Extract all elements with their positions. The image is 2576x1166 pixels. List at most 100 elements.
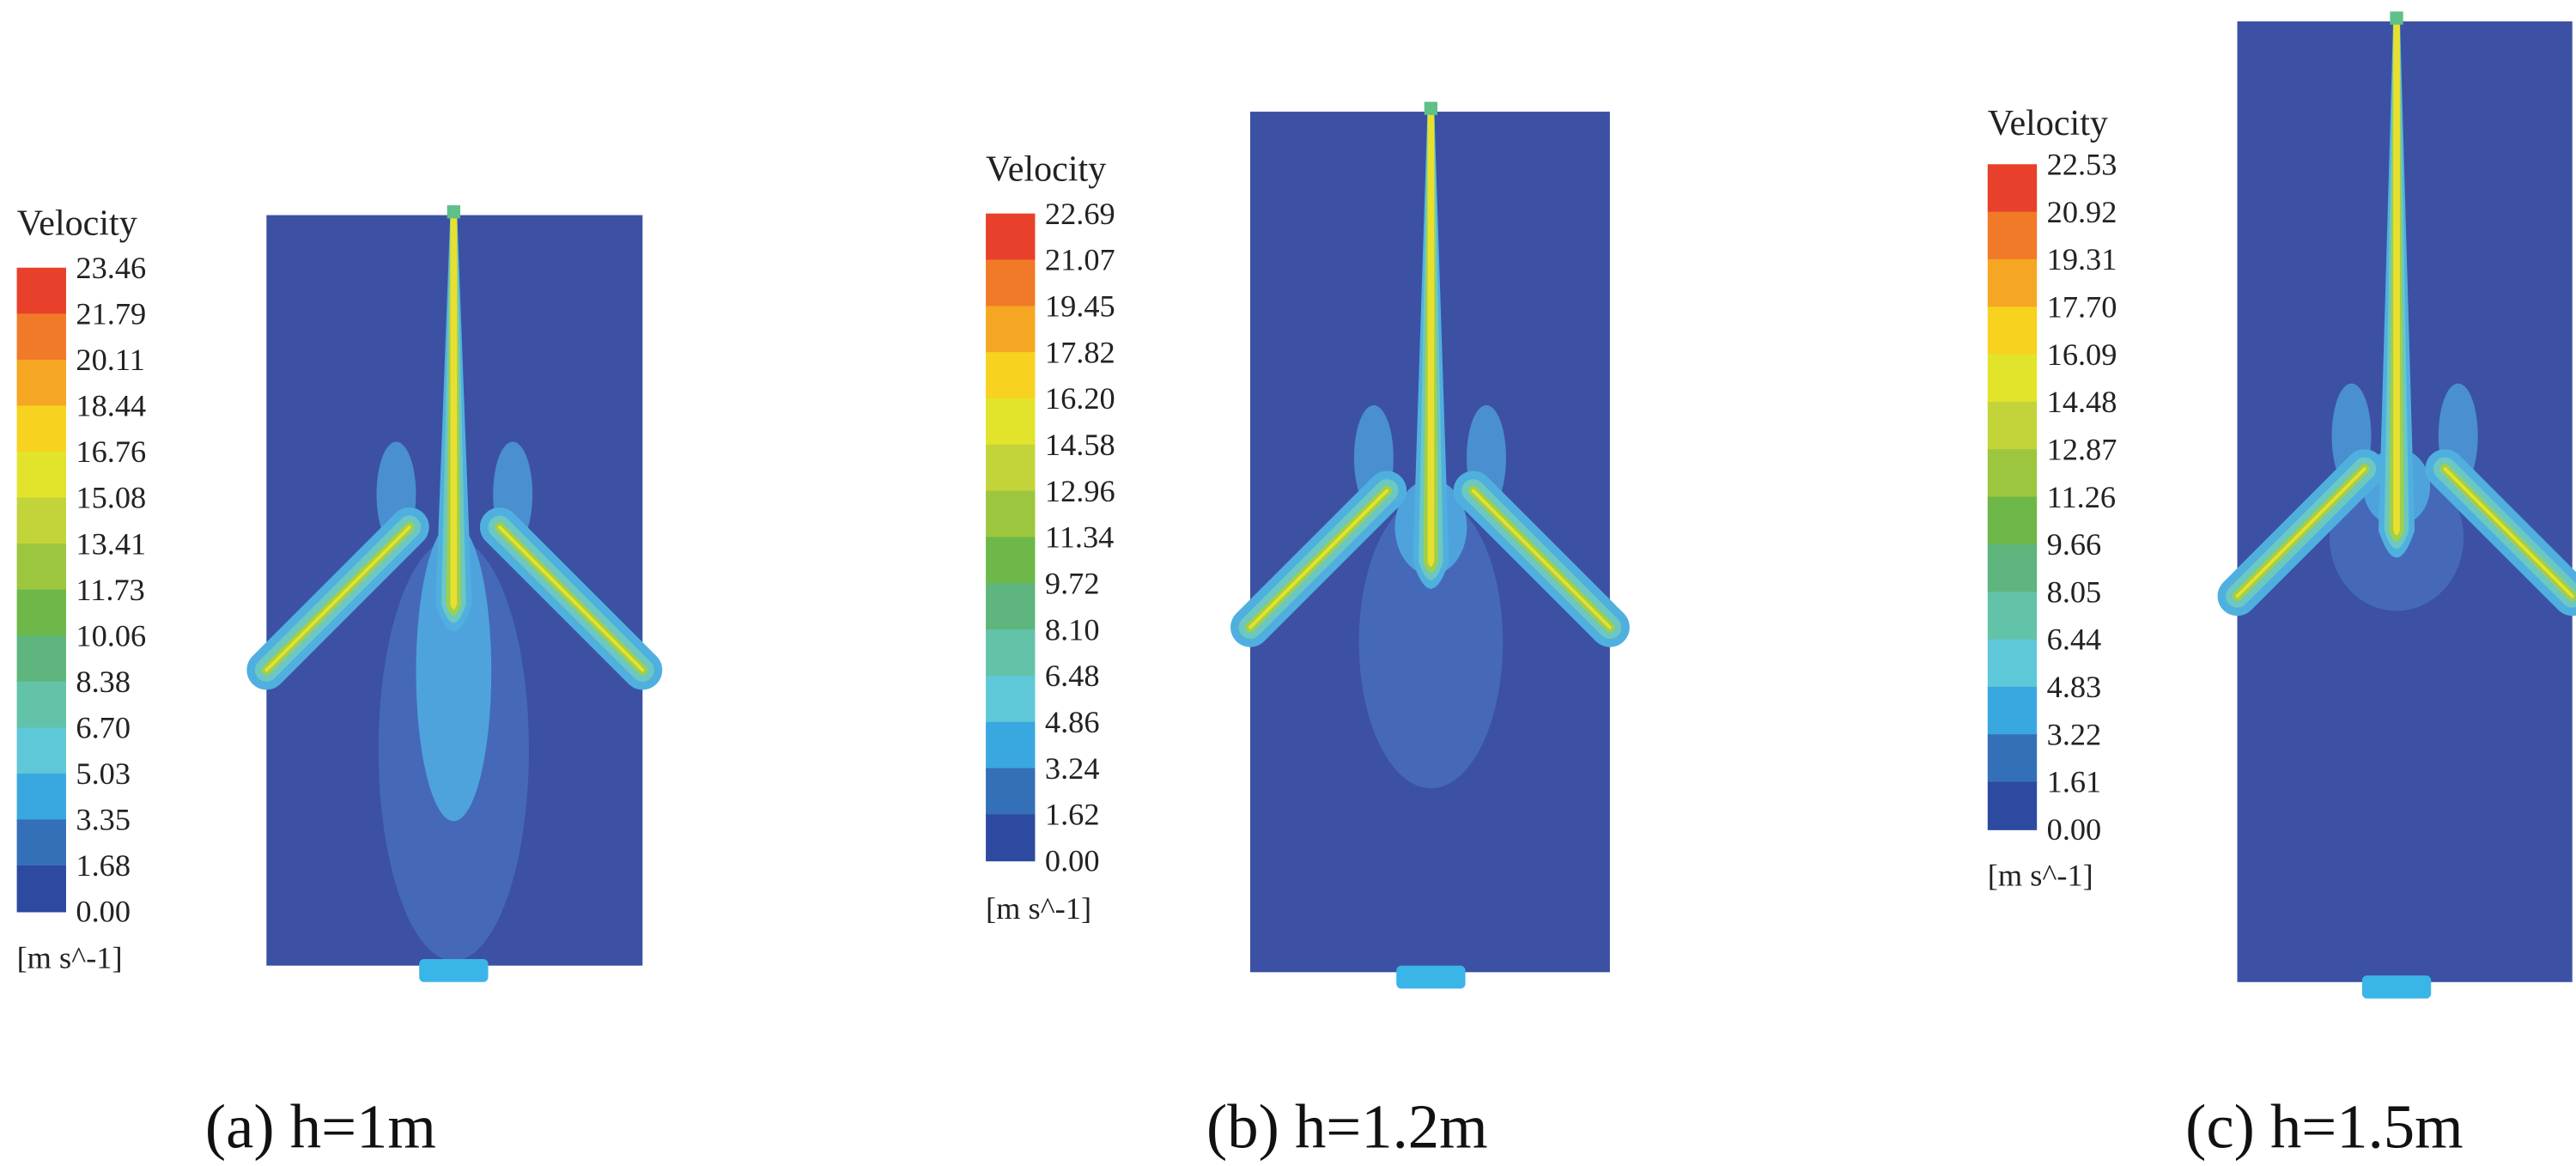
- legend-tick-label: 3.35: [76, 803, 131, 837]
- legend-band: [16, 267, 66, 315]
- legend-tick-label: 0.00: [2047, 812, 2102, 847]
- legend-tick-label: 10.06: [76, 618, 146, 653]
- legend-tick-label: 1.61: [2047, 765, 2102, 799]
- legend-title: Velocity: [986, 149, 1106, 189]
- caption: (c) h=1.5m: [2185, 1091, 2464, 1161]
- legend-tick-label: 20.11: [76, 343, 144, 377]
- legend-tick-label: 8.10: [1045, 612, 1100, 647]
- caption: (b) h=1.2m: [1206, 1091, 1488, 1161]
- legend-band: [986, 213, 1036, 261]
- legend-tick-label: 15.08: [76, 481, 146, 515]
- legend-band: [1987, 211, 2038, 260]
- legend-tick-label: 14.58: [1045, 428, 1115, 462]
- legend-tick-label: 22.53: [2047, 147, 2117, 181]
- outlet: [1396, 965, 1466, 989]
- legend-band: [986, 537, 1036, 585]
- caption: (a) h=1m: [205, 1091, 436, 1161]
- legend-title: Velocity: [1988, 104, 2108, 143]
- side-jet: [2235, 467, 2366, 598]
- legend-tick-label: 21.07: [1045, 243, 1115, 277]
- nozzle: [2390, 11, 2403, 25]
- legend-band: [16, 497, 66, 545]
- outlet: [419, 959, 489, 982]
- legend-tick-label: 4.83: [2047, 670, 2102, 704]
- outlet: [2361, 975, 2432, 999]
- legend-tick-label: 8.38: [76, 665, 131, 699]
- legend-band: [16, 313, 66, 361]
- center-jet: [450, 210, 458, 610]
- legend-tick-label: 11.34: [1045, 520, 1114, 555]
- nozzle: [447, 205, 461, 219]
- legend-band: [1987, 734, 2038, 783]
- center-jet: [2393, 16, 2400, 536]
- side-jet: [264, 525, 411, 672]
- legend-tick-label: 20.92: [2047, 195, 2117, 229]
- legend-band: [986, 814, 1036, 862]
- legend-band: [986, 398, 1036, 446]
- legend-tick-label: 14.48: [2047, 385, 2117, 419]
- legend-band: [16, 681, 66, 729]
- legend-tick-label: 3.24: [1045, 751, 1100, 786]
- legend-unit: [m s^-1]: [986, 891, 1091, 926]
- legend-tick-label: 11.26: [2047, 480, 2116, 514]
- legend-tick-label: 16.20: [1045, 381, 1115, 416]
- plume-outer: [1358, 495, 1504, 789]
- legend-band: [986, 768, 1036, 816]
- side-jet: [2443, 467, 2574, 598]
- legend-unit: [m s^-1]: [1988, 859, 2093, 893]
- side-jet: [1249, 489, 1389, 629]
- legend-band: [1987, 686, 2038, 736]
- legend-band: [16, 819, 66, 866]
- legend-tick-label: 6.44: [2047, 622, 2102, 657]
- legend-tick-label: 21.79: [76, 296, 146, 331]
- legend-band: [986, 721, 1036, 769]
- legend-tick-label: 11.73: [76, 573, 144, 607]
- legend-tick-label: 8.05: [2047, 574, 2102, 609]
- legend-tick-label: 0.00: [76, 895, 131, 929]
- panel: Velocity 23.46 21.79 20.11 18.44 16.76 15.08 13…: [16, 204, 663, 1161]
- legend-band: [1987, 354, 2038, 403]
- legend-tick-label: 12.96: [1045, 474, 1115, 508]
- center-jet: [1427, 106, 1435, 567]
- legend-band: [1987, 544, 2038, 593]
- legend-tick-label: 19.45: [1045, 288, 1115, 323]
- legend-band: [1987, 496, 2038, 545]
- legend-band: [16, 359, 66, 407]
- legend-band: [1987, 401, 2038, 451]
- nozzle: [1424, 101, 1438, 115]
- legend-band: [16, 635, 66, 683]
- legend-band: [16, 451, 66, 499]
- legend-band: [1987, 449, 2038, 498]
- legend-title: Velocity: [17, 204, 137, 244]
- panel: Velocity 22.69 21.07 19.45 17.82 16.20 14.58 12…: [986, 101, 1630, 1161]
- legend-band: [16, 589, 66, 637]
- legend-tick-label: 6.70: [76, 710, 131, 744]
- legend-tick-label: 23.46: [76, 251, 146, 285]
- legend-band: [1987, 307, 2038, 355]
- legend-tick-label: 6.48: [1045, 659, 1100, 693]
- legend-tick-label: 12.87: [2047, 432, 2117, 466]
- legend-band: [1987, 639, 2038, 688]
- legend-band: [1987, 258, 2038, 308]
- legend-band: [1987, 164, 2038, 213]
- legend-band: [986, 629, 1036, 677]
- plume-inner: [416, 522, 492, 822]
- legend-tick-label: 18.44: [76, 389, 146, 423]
- legend-tick-label: 22.69: [1045, 197, 1115, 231]
- legend-tick-label: 17.70: [2047, 289, 2117, 324]
- legend-band: [986, 444, 1036, 492]
- legend-band: [16, 865, 66, 913]
- legend-band: [986, 306, 1036, 354]
- legend-tick-label: 19.31: [2047, 242, 2117, 276]
- legend-tick-label: 17.82: [1045, 335, 1115, 369]
- legend-tick-label: 1.62: [1045, 798, 1100, 832]
- legend-tick-label: 0.00: [1045, 843, 1100, 878]
- legend-band: [16, 727, 66, 774]
- legend-tick-label: 5.03: [76, 756, 131, 791]
- legend-unit: [m s^-1]: [17, 940, 123, 975]
- legend-tick-label: 16.76: [76, 434, 146, 469]
- legend-band: [1987, 781, 2038, 830]
- side-jet: [497, 525, 645, 672]
- legend-tick-label: 4.86: [1045, 705, 1100, 739]
